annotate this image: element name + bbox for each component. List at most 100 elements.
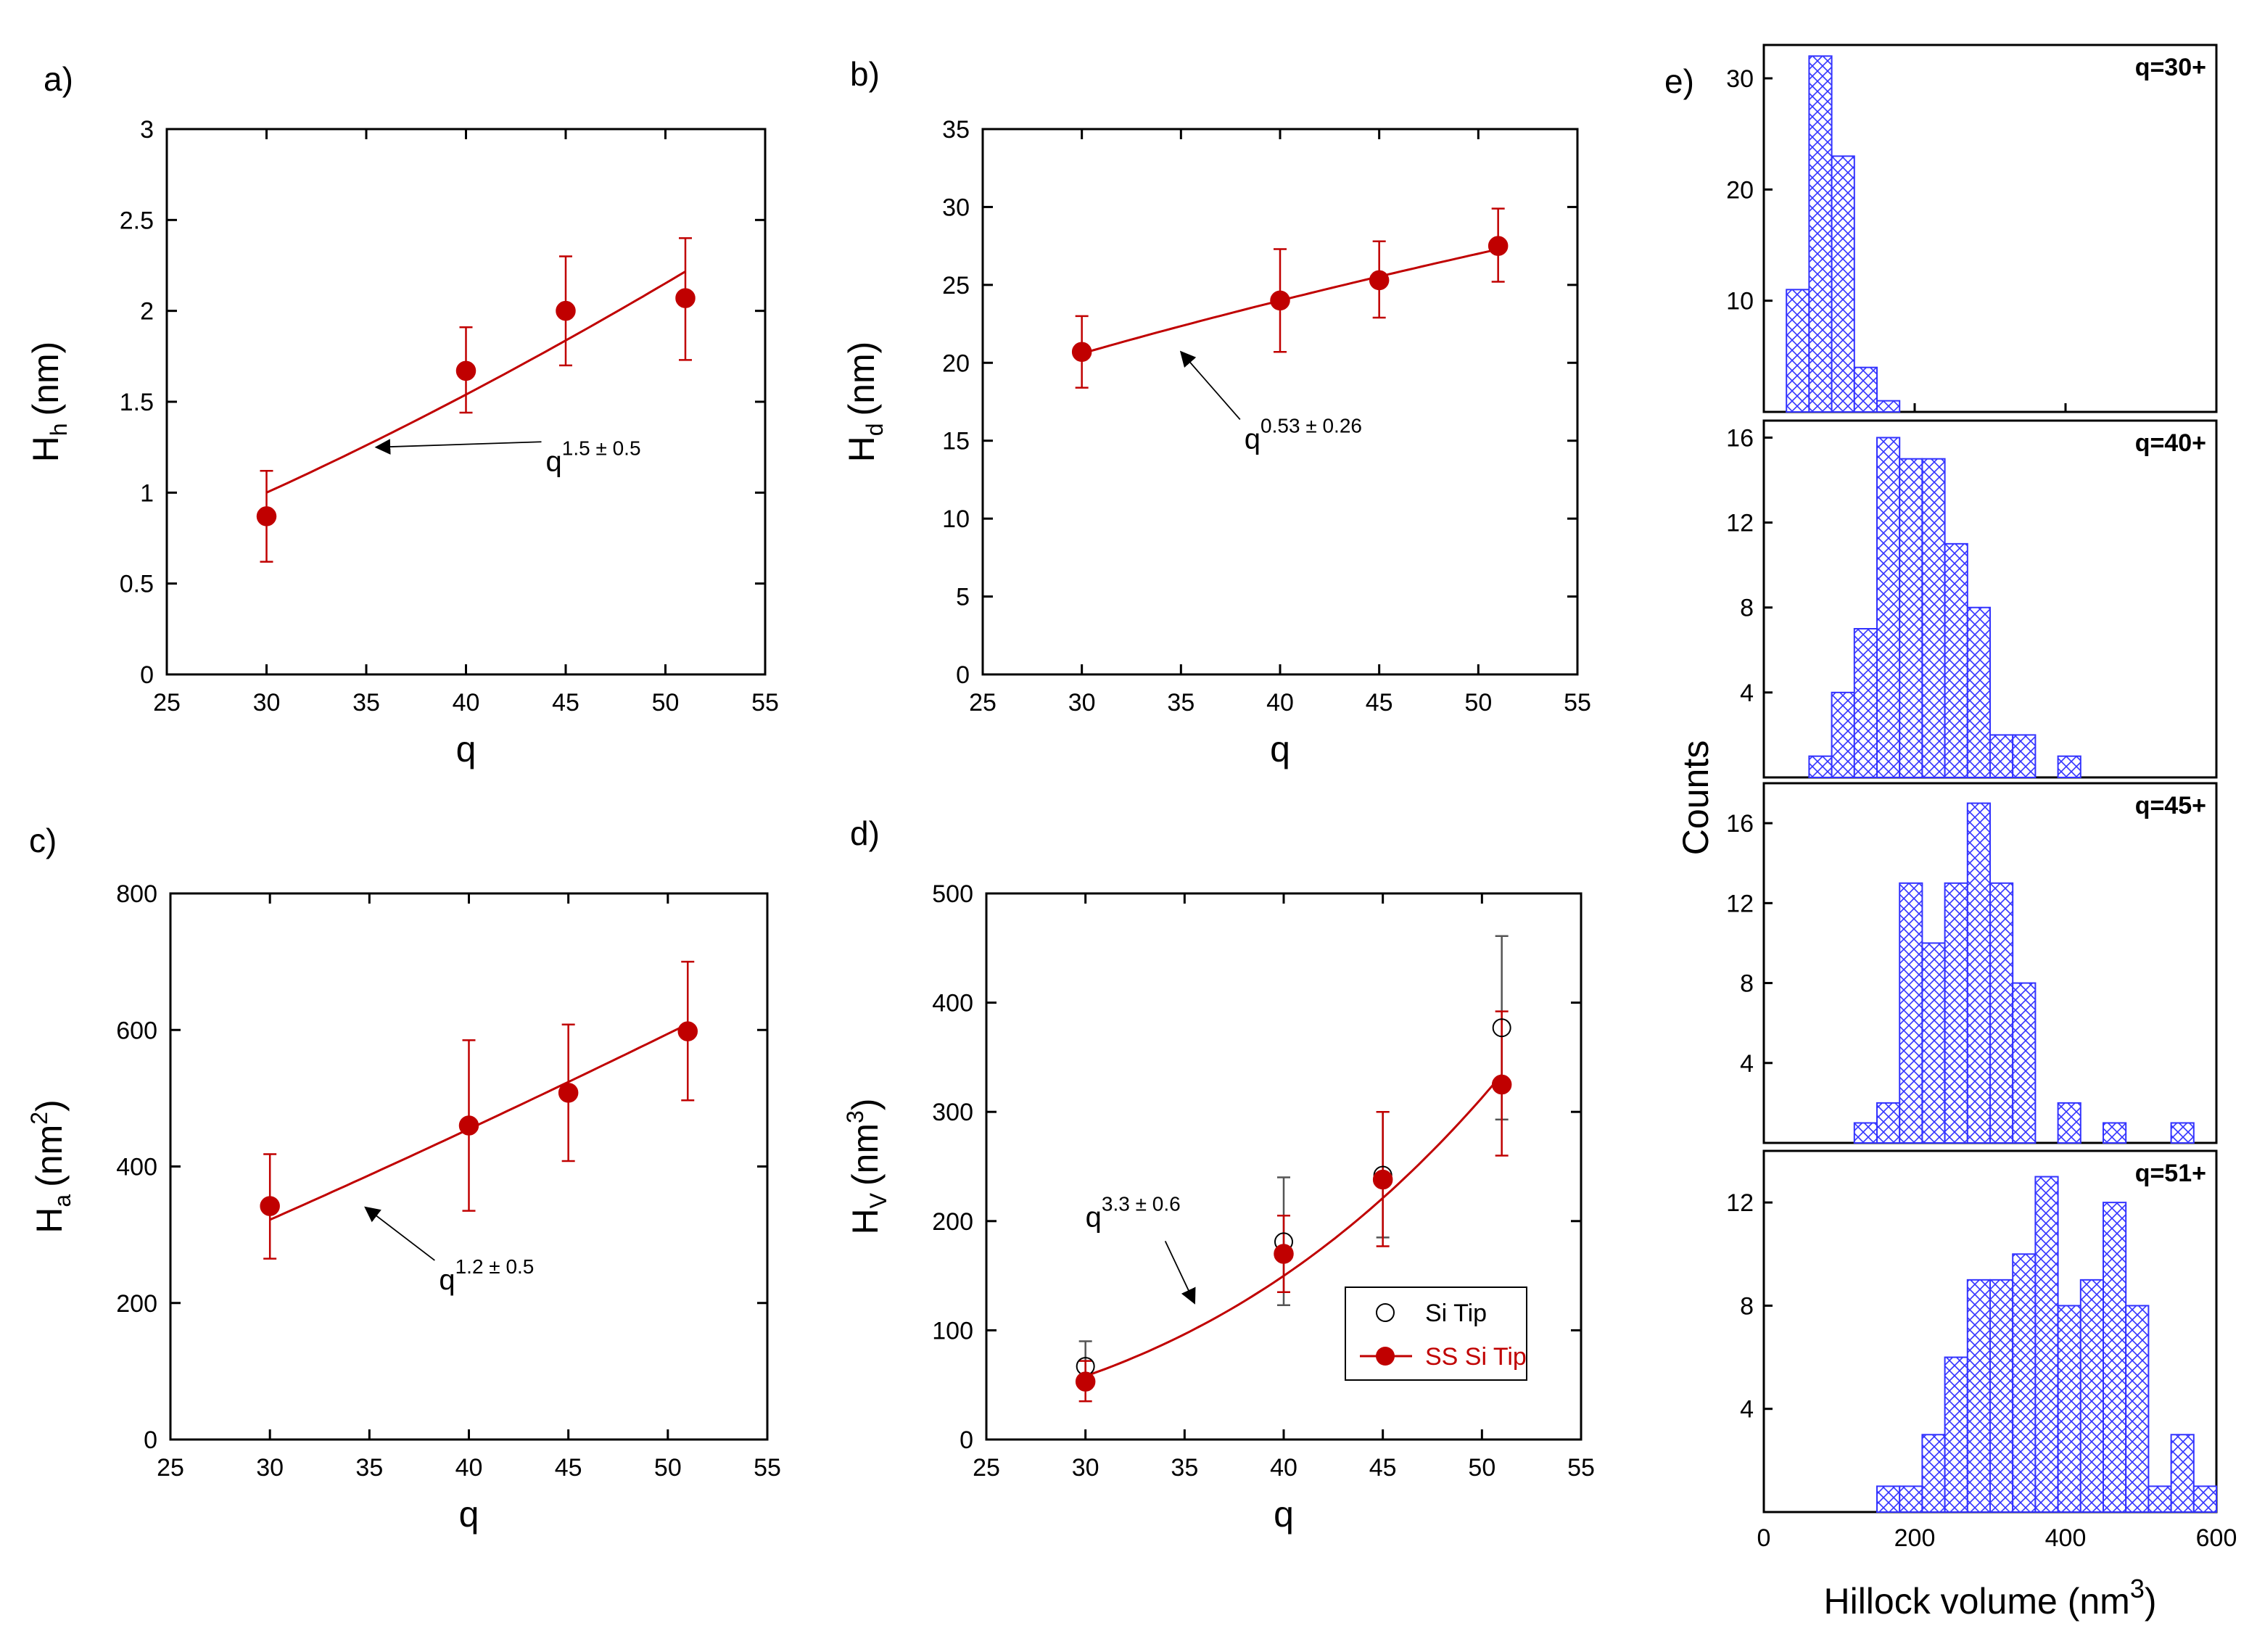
x-tick-label: 30	[253, 689, 281, 716]
y-tick-label: 8	[1740, 1292, 1754, 1320]
x-tick-label: 50	[652, 689, 680, 716]
y-tick-label: 20	[942, 350, 970, 377]
y-tick-label: 400	[932, 990, 973, 1017]
histogram-bar	[1989, 734, 2014, 779]
y-label-sub: a	[49, 1194, 75, 1207]
y-tick-label: 12	[1726, 890, 1754, 917]
x-tick-label: 35	[1167, 689, 1194, 716]
histogram-bar	[1899, 1485, 1923, 1513]
y-tick-label: 500	[932, 880, 973, 908]
anno-exponent: 1.5 ± 0.5	[562, 437, 641, 459]
data-point	[1270, 290, 1290, 311]
y-label-unit: (nm	[845, 1123, 886, 1186]
y-label-main: H	[841, 436, 882, 462]
x-tick-label: 25	[153, 689, 181, 716]
y-tick-label: 15	[942, 428, 970, 455]
panel-d: d) 25 30 35 40 45 50 55 0 100 200 300 400 500 q HV (nm3)…	[842, 814, 1595, 1535]
x-axis-label: Hillock volume (nm3)	[1823, 1574, 2156, 1622]
histogram-bar	[1921, 942, 1946, 1144]
x-label-text: Hillock volume (nm	[1823, 1581, 2129, 1622]
y-label-main: H	[845, 1208, 886, 1234]
legend-marker-open	[1376, 1303, 1395, 1322]
histogram-bar	[1921, 1434, 1946, 1513]
y-label-sub: d	[862, 423, 888, 436]
histogram-bar	[1831, 691, 1855, 778]
y-tick-label: 12	[1726, 510, 1754, 537]
x-tick-label: 40	[1266, 689, 1294, 716]
histogram-3: 4 8 12 16 q=45+	[1726, 782, 2218, 1144]
fit-annotation: q1.5 ± 0.5	[546, 437, 641, 477]
y-tick-label: 25	[942, 272, 970, 300]
y-label-unit: (nm	[29, 1125, 70, 1187]
y-tick-label: 4	[1740, 680, 1754, 707]
x-tick-label: 35	[352, 689, 380, 716]
data-point	[1488, 236, 1509, 256]
x-tick-label: 0	[1757, 1524, 1771, 1552]
y-tick-label: 5	[956, 584, 970, 611]
histogram-bar	[2103, 1122, 2127, 1144]
histogram-label: q=51+	[2135, 1160, 2206, 1187]
anno-exponent: 0.53 ± 0.26	[1260, 414, 1362, 437]
y-tick-label: 10	[942, 505, 970, 533]
x-axis-label: q	[459, 1494, 479, 1535]
histogram-bar	[1853, 1122, 1878, 1144]
y-label-unit-sup: 2	[26, 1112, 52, 1125]
histogram-bar	[1899, 458, 1923, 778]
data-point	[256, 506, 277, 526]
annotation-arrow	[364, 1206, 435, 1261]
y-tick-label: 0	[960, 1426, 973, 1454]
y-label-unit: (nm)	[841, 342, 882, 416]
histogram-label: q=40+	[2135, 429, 2206, 457]
x-axis-label: q	[1274, 1494, 1294, 1535]
panel-c: c)25 30 35 40 45 50 550200400600800qHa(nm2)q1.…	[26, 822, 781, 1535]
x-tick-label: 30	[256, 1454, 284, 1482]
y-tick-label: 8	[1740, 970, 1754, 998]
y-tick-label: 2	[140, 298, 154, 326]
x-tick-label: 55	[1567, 1454, 1595, 1482]
x-tick-label: 40	[453, 689, 480, 716]
anno-base: q	[1086, 1201, 1102, 1233]
y-axis-label: Counts	[1675, 740, 1716, 855]
y-tick-label: 2.5	[120, 207, 154, 234]
x-tick-label: 600	[2196, 1524, 2237, 1552]
y-tick-label: 1	[140, 479, 154, 507]
histogram-bar	[1876, 1102, 1901, 1144]
y-tick-label: 4	[1740, 1396, 1754, 1424]
fit-line	[1085, 1073, 1503, 1378]
x-tick-label: 50	[654, 1454, 682, 1482]
data-point	[458, 1115, 479, 1136]
y-tick-label: 16	[1726, 810, 1754, 838]
anno-base: q	[546, 445, 562, 477]
histogram-bar	[2192, 1485, 2218, 1513]
x-tick-label: 25	[969, 689, 997, 716]
histogram-bar	[1808, 55, 1833, 413]
histogram-bar	[1989, 882, 2014, 1144]
x-label-sup: 3	[2130, 1574, 2145, 1603]
y-tick-label: 16	[1726, 424, 1754, 452]
y-tick-label: 0	[956, 661, 970, 689]
data-point	[558, 1083, 579, 1103]
y-tick-label: 3	[140, 116, 154, 144]
x-tick-label: 45	[555, 1454, 582, 1482]
y-tick-label: 200	[932, 1208, 973, 1236]
plot-frame	[981, 128, 1579, 676]
x-tick-label: 50	[1468, 1454, 1495, 1482]
plot-frame	[1762, 44, 2218, 413]
histogram-2: 4 8 12 16 q=40+	[1726, 419, 2218, 779]
histogram-bar	[1853, 366, 1878, 413]
histogram-bar	[1853, 628, 1878, 778]
y-label-unit: (nm)	[25, 342, 66, 416]
y-tick-label: 30	[942, 194, 970, 221]
histogram-bar	[2103, 1202, 2127, 1513]
histogram-bar	[1808, 755, 1833, 778]
data-point	[1274, 1244, 1294, 1264]
histogram-bar	[1899, 882, 1923, 1144]
data-point	[455, 360, 476, 381]
data-point	[675, 288, 696, 308]
histogram-bar	[2125, 1305, 2150, 1513]
y-label-unit-close: )	[29, 1099, 70, 1112]
y-tick-label: 200	[116, 1290, 157, 1318]
panel-label: b)	[850, 55, 880, 93]
fit-annotation: q3.3 ± 0.6	[1086, 1192, 1181, 1233]
